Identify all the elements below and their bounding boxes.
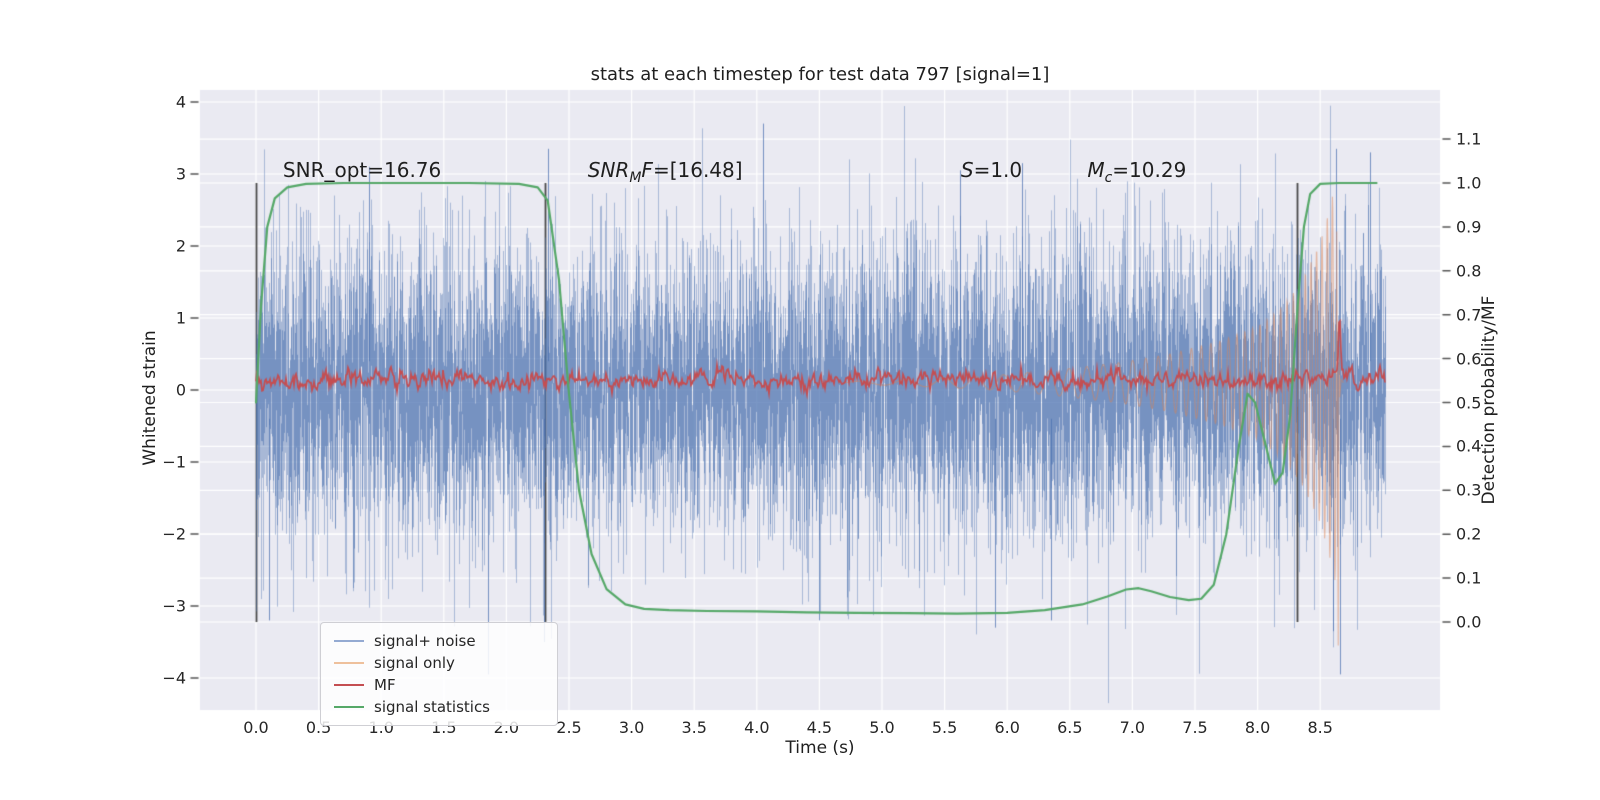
x-tick-label: 3.5 — [681, 718, 707, 737]
legend-label-signal-statistics: signal statistics — [374, 698, 491, 716]
y-left-tick-label: 0 — [175, 380, 186, 400]
y-right-axis-label: Detection probability/MF — [1479, 295, 1499, 505]
y-left-tick-label: −4 — [162, 668, 186, 688]
legend-label-signal-only: signal only — [374, 654, 455, 672]
x-tick-label: 6.5 — [1057, 718, 1083, 737]
y-right-tick-label: 0.5 — [1456, 393, 1482, 412]
annotation-s-val: =1.0 — [973, 158, 1023, 182]
annotation-mc: Mc=10.29 — [1087, 158, 1186, 186]
annotation-mc-pre: M — [1087, 158, 1105, 182]
y-right-tick-label: 0.6 — [1456, 349, 1482, 369]
legend-label-signal-noise: signal+ noise — [374, 632, 476, 650]
x-tick-label: 8.5 — [1307, 718, 1333, 737]
legend-swatch-mf — [334, 684, 364, 686]
legend-swatch-signal-statistics — [334, 706, 364, 708]
y-right-tick-label: 0.3 — [1456, 480, 1482, 500]
x-axis-label: Time (s) — [785, 738, 855, 758]
annotation-snr-mf-pre: SNR — [587, 158, 630, 182]
annotation-snr-opt: SNR_opt=16.76 — [283, 158, 441, 182]
x-tick-label: 8.0 — [1244, 718, 1271, 737]
y-left-tick-label: 2 — [175, 236, 186, 256]
y-left-tick-label: −3 — [162, 596, 186, 616]
y-right-tick-label: 0.1 — [1456, 568, 1482, 588]
x-tick-label: 3.0 — [618, 718, 645, 737]
annotation-s: S=1.0 — [961, 158, 1022, 182]
annotation-snr-opt-text: SNR_opt=16.76 — [282, 158, 442, 182]
legend-item-signal-noise: signal+ noise — [334, 630, 547, 652]
x-tick-label: 5.0 — [869, 718, 895, 737]
y-left-tick-label: 1 — [175, 308, 186, 328]
x-tick-label: 0.0 — [243, 718, 269, 737]
annotation-mc-sub: c — [1104, 170, 1113, 186]
x-tick-label: 7.0 — [1119, 718, 1146, 737]
annotation-mc-val: =10.29 — [1112, 158, 1187, 182]
y-left-tick-label: 4 — [175, 92, 186, 112]
annotation-snr-mf-val: =[16.48] — [652, 158, 743, 182]
legend-swatch-signal-noise — [334, 640, 364, 642]
legend-item-signal-only: signal only — [334, 652, 547, 674]
y-right-tick-label: 0.7 — [1456, 305, 1482, 325]
annotation-snr-mf-mid: F — [641, 158, 653, 182]
y-left-tick-label: −1 — [162, 452, 186, 472]
x-tick-label: 2.5 — [556, 718, 582, 737]
legend-item-signal-statistics: signal statistics — [334, 696, 547, 718]
y-right-tick-label: 0.2 — [1456, 524, 1482, 544]
chart-title: stats at each timestep for test data 797… — [590, 64, 1050, 85]
x-tick-label: 5.5 — [931, 718, 958, 737]
y-right-tick-label: 1.0 — [1456, 173, 1482, 193]
y-right-tick-label: 0.0 — [1456, 612, 1482, 632]
y-left-tick-label: 3 — [175, 164, 186, 184]
legend-label-mf: MF — [374, 676, 396, 694]
x-tick-label: 6.0 — [994, 718, 1020, 737]
y-right-tick-label: 1.1 — [1456, 129, 1482, 149]
annotation-s-pre: S — [960, 158, 974, 182]
legend: signal+ noise signal only MF signal stat… — [320, 622, 558, 726]
y-right-tick-label: 0.4 — [1456, 436, 1482, 456]
y-left-axis-label: Whitened strain — [140, 330, 160, 466]
y-right-tick-label: 0.9 — [1456, 217, 1482, 237]
x-tick-label: 4.0 — [744, 718, 770, 737]
y-left-tick-label: −2 — [162, 524, 186, 544]
legend-swatch-signal-only — [334, 662, 364, 664]
annotation-snr-mf-sub: M — [629, 170, 642, 186]
annotation-snr-mf: SNRMF=[16.48] — [588, 158, 743, 186]
y-right-tick-label: 0.8 — [1456, 261, 1482, 281]
x-tick-label: 7.5 — [1182, 718, 1208, 737]
x-tick-label: 4.5 — [806, 718, 833, 737]
legend-item-mf: MF — [334, 674, 547, 696]
